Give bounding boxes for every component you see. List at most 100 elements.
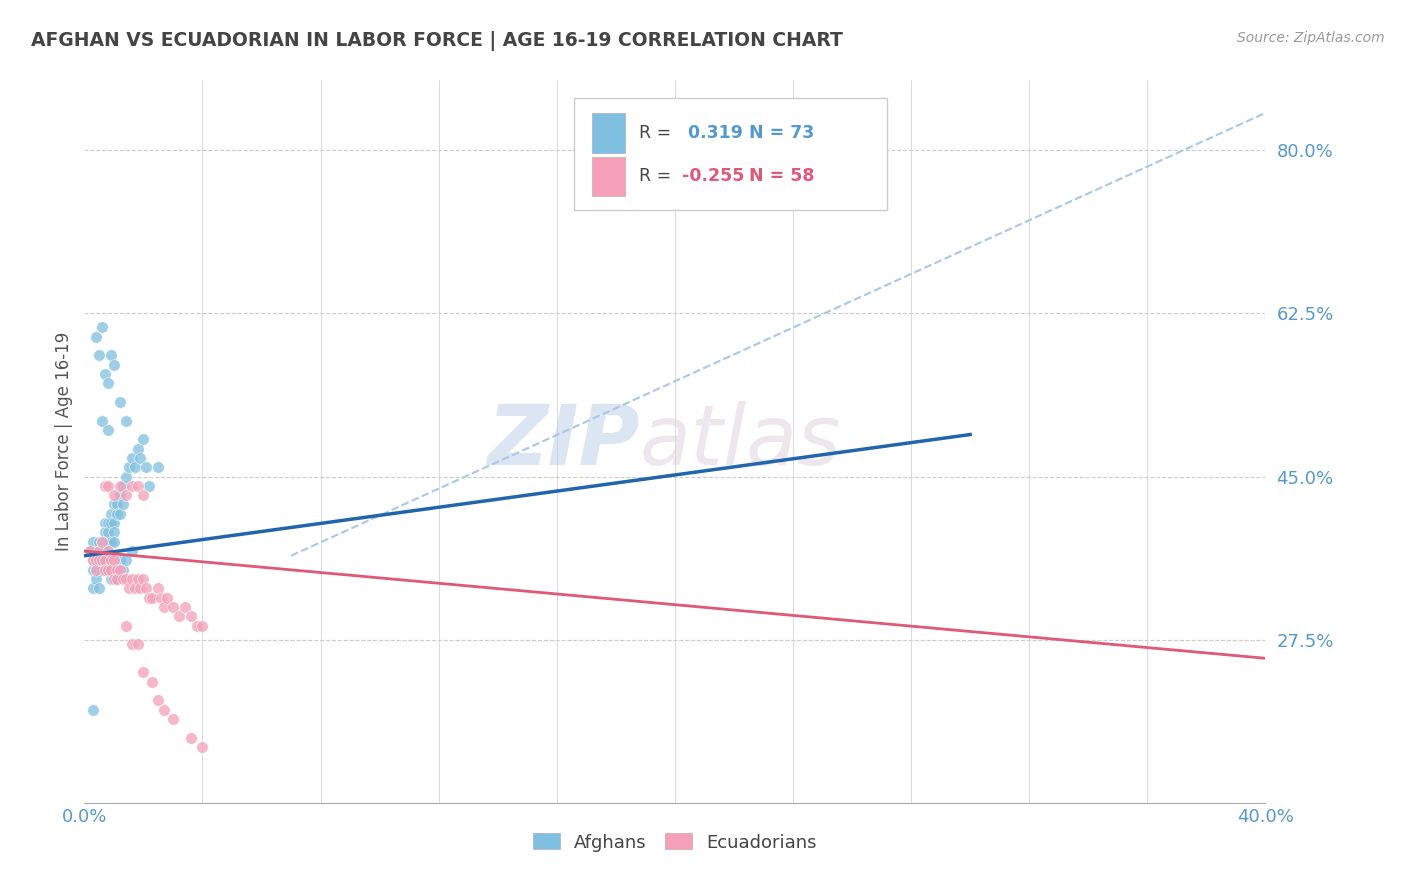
Point <box>94 544 117 558</box>
Point <box>87 544 111 558</box>
Point <box>103 358 125 372</box>
Point <box>108 488 131 502</box>
Point <box>167 609 190 624</box>
Point <box>87 582 111 596</box>
Point <box>124 460 146 475</box>
Point <box>94 563 117 577</box>
Point <box>108 395 131 409</box>
Point <box>87 553 111 567</box>
Point <box>87 563 111 577</box>
Point <box>91 534 114 549</box>
Point <box>111 572 134 586</box>
Point <box>87 553 111 567</box>
Point <box>97 544 120 558</box>
Text: Source: ZipAtlas.com: Source: ZipAtlas.com <box>1237 31 1385 45</box>
Point <box>82 553 104 567</box>
Point <box>82 582 104 596</box>
Point <box>87 534 111 549</box>
Point <box>121 572 143 586</box>
Point <box>103 516 125 530</box>
Point <box>91 544 114 558</box>
Point <box>82 553 104 567</box>
Point <box>148 582 170 596</box>
Point <box>186 618 208 632</box>
Point <box>127 572 149 586</box>
Point <box>118 582 141 596</box>
Point <box>141 591 163 605</box>
Point <box>103 553 125 567</box>
Point <box>111 563 134 577</box>
Point <box>153 702 176 716</box>
Point <box>121 479 143 493</box>
Text: -0.255: -0.255 <box>682 168 744 186</box>
Point <box>97 376 120 391</box>
Point <box>118 460 141 475</box>
Text: 0.319: 0.319 <box>682 124 742 142</box>
Point <box>127 637 149 651</box>
Point <box>156 591 179 605</box>
Point <box>82 563 104 577</box>
Point <box>129 582 152 596</box>
Point <box>121 637 143 651</box>
Text: N = 58: N = 58 <box>749 168 815 186</box>
Point <box>79 544 101 558</box>
Point <box>84 572 107 586</box>
Point <box>127 479 149 493</box>
Point <box>91 563 114 577</box>
Point <box>103 525 125 540</box>
Point <box>91 544 114 558</box>
Point <box>180 609 202 624</box>
Point <box>100 516 122 530</box>
Point <box>153 600 176 615</box>
Point <box>100 553 122 567</box>
Point <box>105 507 128 521</box>
Point <box>91 553 114 567</box>
Point <box>191 618 214 632</box>
Text: R =: R = <box>640 124 678 142</box>
Point <box>173 600 195 615</box>
Point <box>105 572 128 586</box>
Point <box>87 553 111 567</box>
Point <box>97 479 120 493</box>
Legend: Afghans, Ecuadorians: Afghans, Ecuadorians <box>526 826 824 859</box>
Point <box>191 739 214 754</box>
Point <box>82 534 104 549</box>
Point <box>114 618 136 632</box>
Point <box>87 544 111 558</box>
Point <box>97 525 120 540</box>
Point <box>100 534 122 549</box>
Point <box>100 507 122 521</box>
Text: ZIP: ZIP <box>486 401 640 482</box>
Point <box>162 712 184 726</box>
Point <box>150 591 173 605</box>
Point <box>94 479 117 493</box>
Point <box>105 498 128 512</box>
Text: R =: R = <box>640 168 672 186</box>
Point <box>132 488 155 502</box>
Point <box>94 553 117 567</box>
Point <box>91 413 114 427</box>
Point <box>91 534 114 549</box>
Point <box>84 563 107 577</box>
Point <box>111 479 134 493</box>
Point <box>135 582 157 596</box>
Point <box>138 591 160 605</box>
Point <box>91 320 114 334</box>
FancyBboxPatch shape <box>575 98 887 211</box>
Point <box>114 488 136 502</box>
Text: atlas: atlas <box>640 401 841 482</box>
Point <box>135 460 157 475</box>
Point <box>114 413 136 427</box>
Point <box>114 572 136 586</box>
Point <box>114 553 136 567</box>
Point <box>108 507 131 521</box>
Point <box>97 563 120 577</box>
Point <box>100 348 122 362</box>
Point <box>148 693 170 707</box>
Point <box>103 534 125 549</box>
Point <box>94 553 117 567</box>
Point <box>132 432 155 446</box>
Point <box>180 731 202 745</box>
Point <box>94 534 117 549</box>
FancyBboxPatch shape <box>592 156 626 196</box>
